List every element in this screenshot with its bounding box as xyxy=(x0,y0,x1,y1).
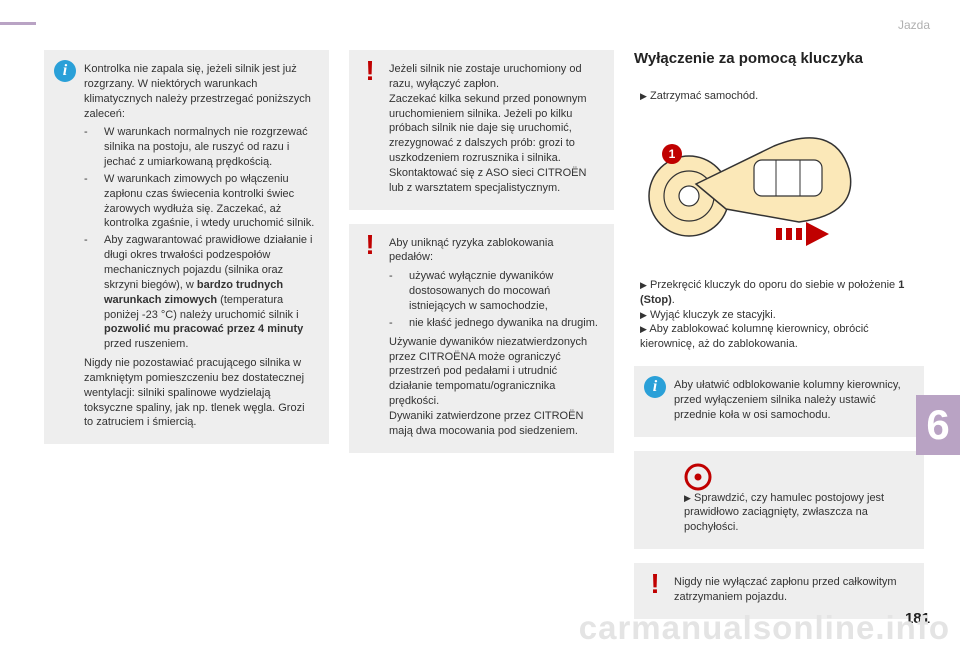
dash-icon: - xyxy=(84,172,96,231)
warn-intro: Aby uniknąć ryzyka zablokowania pedałów: xyxy=(389,236,600,266)
triangle-icon: ▶ xyxy=(684,493,691,503)
danger-text: Sprawdzić, czy hamulec postojowy jest pr… xyxy=(684,492,884,534)
list-item: - używać wyłącznie dywaników dostosowany… xyxy=(389,269,600,314)
warn-tail: Używanie dywaników niezatwierdzonych prz… xyxy=(389,335,600,439)
step-text: Przekręcić kluczyk do oporu do siebie w … xyxy=(640,279,904,306)
triangle-icon: ▶ xyxy=(640,280,647,290)
danger-icon xyxy=(684,463,712,491)
list-item: - W warunkach normalnych nie rozgrzewać … xyxy=(84,125,315,170)
warning-box-mats: ! Aby uniknąć ryzyka zablokowania pedałó… xyxy=(349,224,614,453)
info-list: - W warunkach normalnych nie rozgrzewać … xyxy=(84,125,315,352)
info-intro: Kontrolka nie zapala się, jeżeli silnik … xyxy=(84,62,315,121)
chapter-tab: 6 xyxy=(916,395,960,455)
list-text: Aby zagwarantować prawidłowe działanie i… xyxy=(104,233,315,352)
warning-box-ignition: ! Nigdy nie wyłączać zapłonu przed całko… xyxy=(634,563,924,619)
triangle-icon: ▶ xyxy=(640,324,647,334)
steps-after: ▶ Przekręcić kluczyk do oporu do siebie … xyxy=(634,278,924,352)
dash-icon: - xyxy=(84,233,96,352)
info-text: Aby ułatwić odblokowanie kolumny kierown… xyxy=(674,378,910,423)
info-icon: i xyxy=(54,60,76,82)
svg-text:1: 1 xyxy=(669,147,676,161)
page-number: 181 xyxy=(905,610,930,627)
info-tail: Nigdy nie pozostawiać pracującego silnik… xyxy=(84,356,315,430)
step-1: ▶ Zatrzymać samochód. xyxy=(634,89,924,104)
column-1: i Kontrolka nie zapala się, jeżeli silni… xyxy=(44,50,329,619)
triangle-icon: ▶ xyxy=(640,91,647,101)
list-text: W warunkach zimowych po włączeniu zapłon… xyxy=(104,172,315,231)
info-box-engine: i Kontrolka nie zapala się, jeżeli silni… xyxy=(44,50,329,444)
list-item: - Aby zagwarantować prawidłowe działanie… xyxy=(84,233,315,352)
step-text: Wyjąć kluczyk ze stacyjki. xyxy=(650,309,776,321)
exclamation-icon: ! xyxy=(359,234,381,256)
column-3: Wyłączenie za pomocą kluczyka ▶ Zatrzyma… xyxy=(634,50,924,619)
step-text: Zatrzymać samochód. xyxy=(650,90,758,102)
warn-text: Nigdy nie wyłączać zapłonu przed całkowi… xyxy=(674,575,910,605)
page-content: i Kontrolka nie zapala się, jeżeli silni… xyxy=(44,50,924,619)
list-text: nie kłaść jednego dywanika na drugim. xyxy=(409,316,598,331)
dash-icon: - xyxy=(84,125,96,170)
section-label: Jazda xyxy=(898,18,930,32)
list-item: - nie kłaść jednego dywanika na drugim. xyxy=(389,316,600,331)
step-text: Aby zablokować kolumnę kierownicy, obróc… xyxy=(640,323,869,350)
warn-list: - używać wyłącznie dywaników dostosowany… xyxy=(389,269,600,330)
section-title: Wyłączenie za pomocą kluczyka xyxy=(634,50,924,67)
info-box-steering: i Aby ułatwić odblokowanie kolumny kiero… xyxy=(634,366,924,437)
column-2: ! Jeżeli silnik nie zostaje uruchomiony … xyxy=(349,50,614,619)
list-text: używać wyłącznie dywaników dostosowanych… xyxy=(409,269,600,314)
danger-box-brake: ▶ Sprawdzić, czy hamulec postojowy jest … xyxy=(634,451,924,550)
dash-icon: - xyxy=(389,316,401,331)
key-illustration: 1 xyxy=(634,124,864,254)
warning-box-start: ! Jeżeli silnik nie zostaje uruchomiony … xyxy=(349,50,614,210)
exclamation-icon: ! xyxy=(359,60,381,82)
triangle-icon: ▶ xyxy=(640,310,647,320)
info-icon: i xyxy=(644,376,666,398)
accent-bar xyxy=(0,22,36,25)
exclamation-icon: ! xyxy=(644,573,666,595)
list-item: - W warunkach zimowych po włączeniu zapł… xyxy=(84,172,315,231)
list-text: W warunkach normalnych nie rozgrzewać si… xyxy=(104,125,315,170)
danger-content: ▶ Sprawdzić, czy hamulec postojowy jest … xyxy=(684,491,910,536)
warn-text: Jeżeli silnik nie zostaje uruchomiony od… xyxy=(389,62,600,196)
dash-icon: - xyxy=(389,269,401,314)
